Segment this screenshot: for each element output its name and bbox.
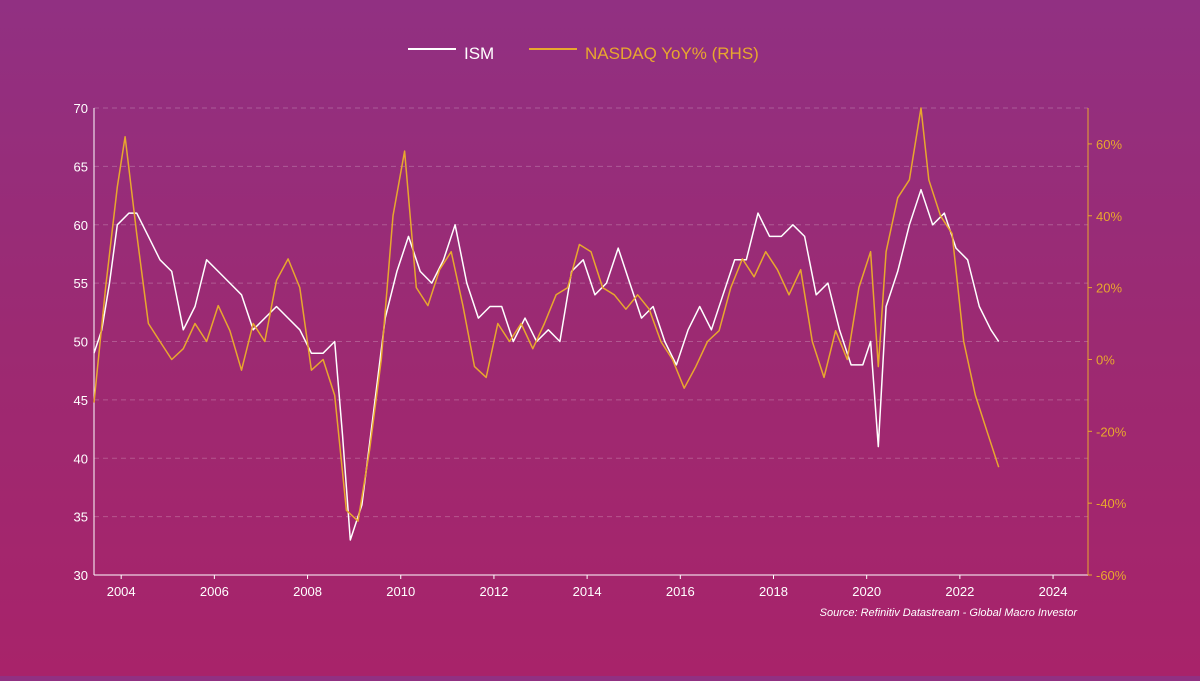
x-tick-label: 2008 (293, 584, 322, 599)
y-left-tick-label: 35 (74, 510, 88, 525)
source-note: Source: Refinitiv Datastream - Global Ma… (820, 607, 1079, 619)
y-left-tick-label: 60 (74, 218, 88, 233)
y-right-tick-label: 60% (1096, 137, 1122, 152)
y-left-tick-labels: 30 35 40 45 50 55 60 65 70 (74, 101, 88, 583)
legend-ism-label: ISM (464, 44, 494, 63)
nasdaq-series-line (93, 107, 1000, 522)
y-right-tick-label: 40% (1096, 209, 1122, 224)
y-left-tick-label: 30 (74, 568, 88, 583)
y-right-tick-label: 0% (1096, 352, 1115, 367)
x-tick-label: 2014 (573, 584, 602, 599)
x-tick-label: 2018 (759, 584, 788, 599)
y-right-tick-label: 20% (1096, 281, 1122, 296)
y-right-tick-label: -20% (1096, 424, 1127, 439)
x-tick-labels: 2004 2006 2008 2010 2012 2014 2016 2018 2020 2022… (107, 575, 1068, 599)
x-tick-label: 2020 (852, 584, 881, 599)
grid-lines (94, 107, 1088, 518)
plot-area (93, 107, 1000, 541)
x-tick-label: 2012 (479, 584, 508, 599)
x-tick-label: 2016 (666, 584, 695, 599)
legend-nasdaq-label: NASDAQ YoY% (RHS) (585, 44, 759, 63)
x-tick-label: 2022 (945, 584, 974, 599)
x-tick-label: 2004 (107, 584, 136, 599)
x-tick-label: 2006 (200, 584, 229, 599)
y-right-tick-label: -60% (1096, 568, 1127, 583)
y-right-tick-labels: -60% -40% -20% 0% 20% 40% 60% (1088, 137, 1127, 583)
x-tick-label: 2024 (1039, 584, 1068, 599)
y-left-tick-label: 50 (74, 335, 88, 350)
x-tick-label: 2010 (386, 584, 415, 599)
y-left-tick-label: 55 (74, 276, 88, 291)
y-left-tick-label: 70 (74, 101, 88, 116)
ism-series-line (93, 188, 1000, 541)
legend: ISM NASDAQ YoY% (RHS) (408, 44, 759, 63)
y-left-tick-label: 40 (74, 451, 88, 466)
y-right-tick-label: -40% (1096, 496, 1127, 511)
y-left-tick-label: 45 (74, 393, 88, 408)
axes (93, 108, 1089, 576)
y-left-tick-label: 65 (74, 159, 88, 174)
